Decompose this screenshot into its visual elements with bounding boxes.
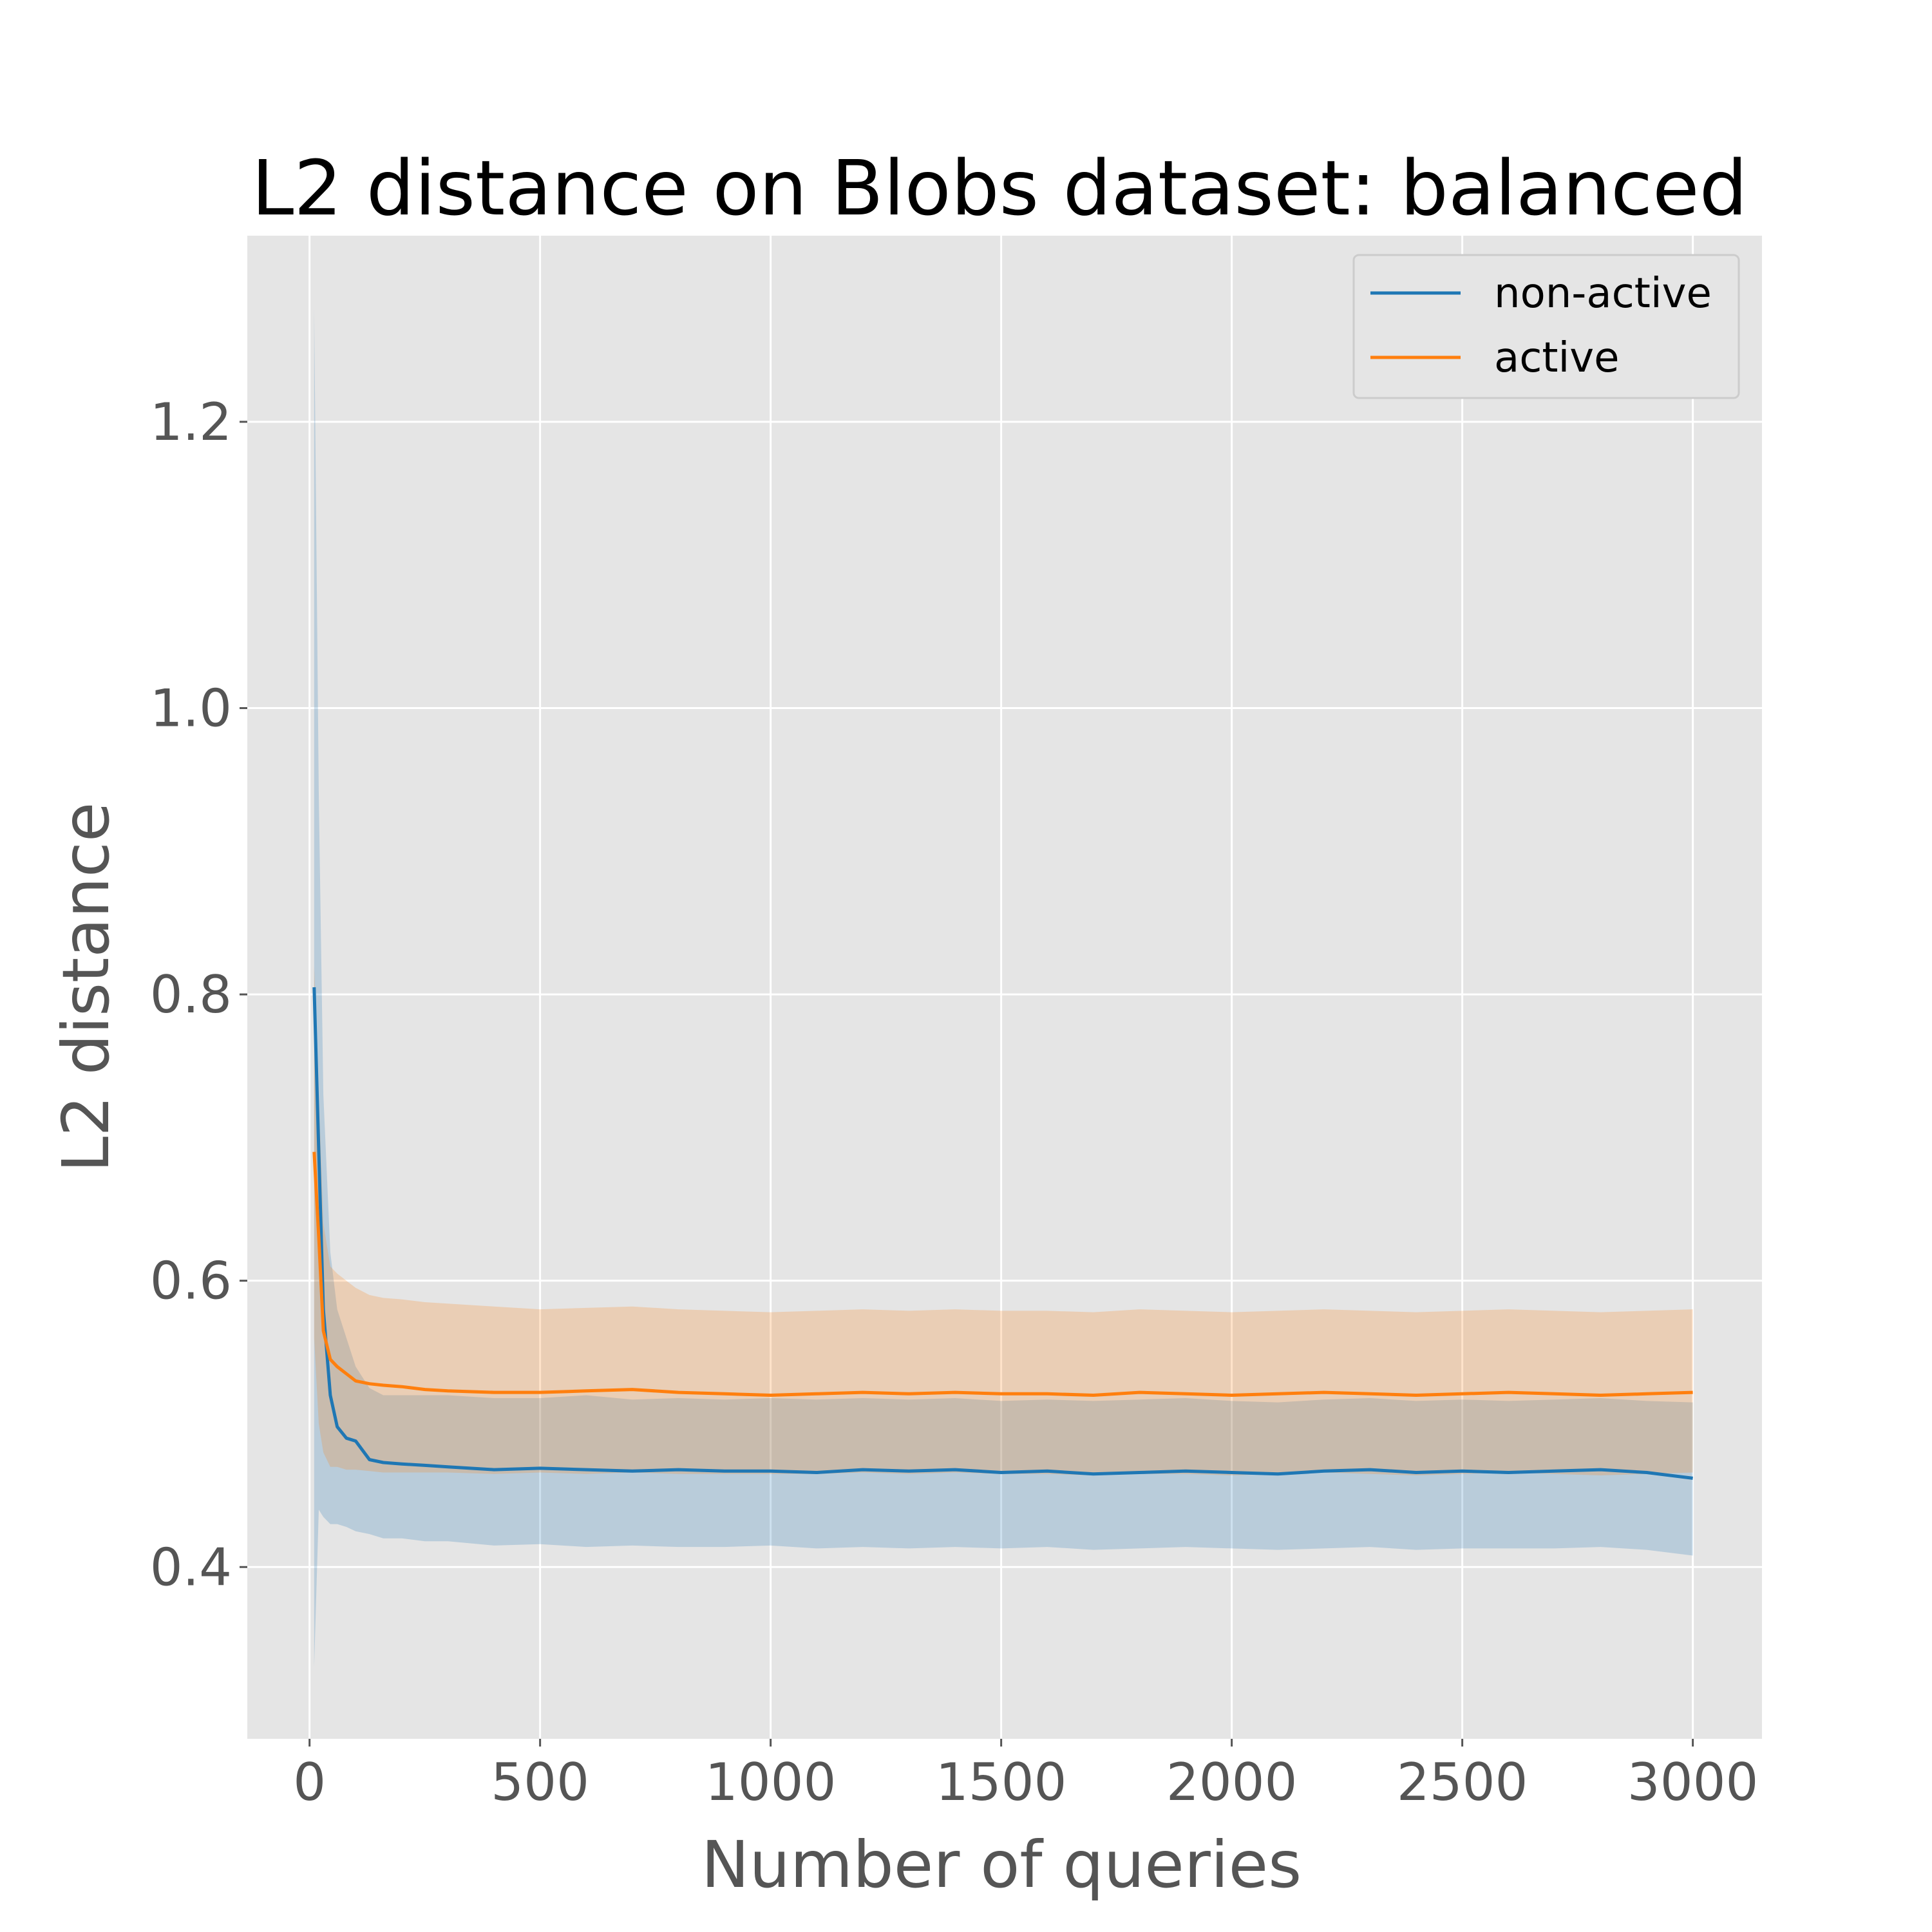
y-axis-label: L2 distance [48,802,124,1173]
series-lines [312,987,1693,1480]
band-non-active [314,307,1693,1667]
x-tick-label: 3000 [1627,1752,1759,1812]
chart-title: L2 distance on Blobs dataset: balanced [251,144,1747,232]
grid [247,236,1762,1739]
x-tick-label: 1000 [705,1752,837,1812]
plot-area [247,236,1762,1739]
x-tick-label: 1500 [936,1752,1067,1812]
y-axis-ticks: 0.4 0.6 0.8 1.0 1.2 [150,392,247,1597]
y-tick-label: 0.6 [150,1251,232,1311]
y-tick-label: 1.2 [150,392,232,452]
legend: non-active active [1352,254,1740,399]
x-tick-label: 2500 [1397,1752,1528,1812]
legend-label-non-active: non-active [1494,270,1712,317]
legend-box [1352,254,1740,399]
y-tick-label: 1.0 [150,679,232,739]
line-non-active [312,987,1693,1480]
x-tick-label: 2000 [1166,1752,1298,1812]
y-tick-label: 0.4 [150,1537,232,1597]
line-active [312,1151,1693,1397]
x-tick-label: 500 [491,1752,589,1812]
legend-label-active: active [1494,334,1620,382]
y-tick-label: 0.8 [150,965,232,1025]
band-active [314,965,1693,1475]
x-tick-label: 0 [293,1752,326,1812]
confidence-bands [314,307,1693,1667]
x-axis-label: Number of queries [701,1827,1302,1902]
x-axis-ticks: 0 500 1000 1500 2000 2500 3000 [293,1739,1758,1812]
